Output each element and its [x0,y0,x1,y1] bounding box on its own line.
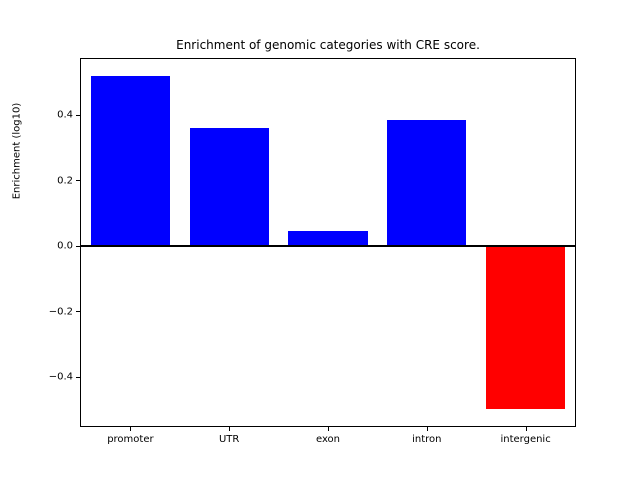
bar-intron [387,119,467,246]
x-tick-label-UTR: UTR [218,434,240,445]
x-tick-label-intergenic: intergenic [500,434,551,445]
y-axis-label: Enrichment (log10) [11,102,23,200]
y-tick-label: 0.0 [57,240,73,252]
x-tick-mark [130,427,132,431]
chart-title: Enrichment of genomic categories with CR… [176,38,480,52]
plot-area: −0.4 −0.2 0.0 0.2 0.4 promoter UTR exon intron in… [49,58,576,445]
y-tick-label: −0.2 [48,306,73,318]
x-tick-mark [229,427,231,431]
bar-intergenic [486,245,566,410]
zero-line [81,244,575,247]
y-tick-mark [76,114,80,116]
x-tick-label-exon: exon [315,434,341,445]
x-tick-label-promoter: promoter [107,434,154,445]
y-tick-mark [76,245,80,247]
x-tick-mark [426,427,428,431]
bar-promoter [90,75,170,246]
y-tick-label: 0.2 [57,175,73,187]
bar-exon [288,231,368,246]
y-tick-mark [76,311,80,313]
y-tick-mark [76,180,80,182]
y-tick-mark [76,376,80,378]
x-tick-label-intron: intron [412,434,442,445]
y-tick-label: 0.4 [57,109,73,121]
x-tick-mark [328,427,329,431]
bar-UTR [189,128,269,246]
x-tick-mark [525,427,527,431]
y-tick-label: −0.4 [48,371,73,383]
